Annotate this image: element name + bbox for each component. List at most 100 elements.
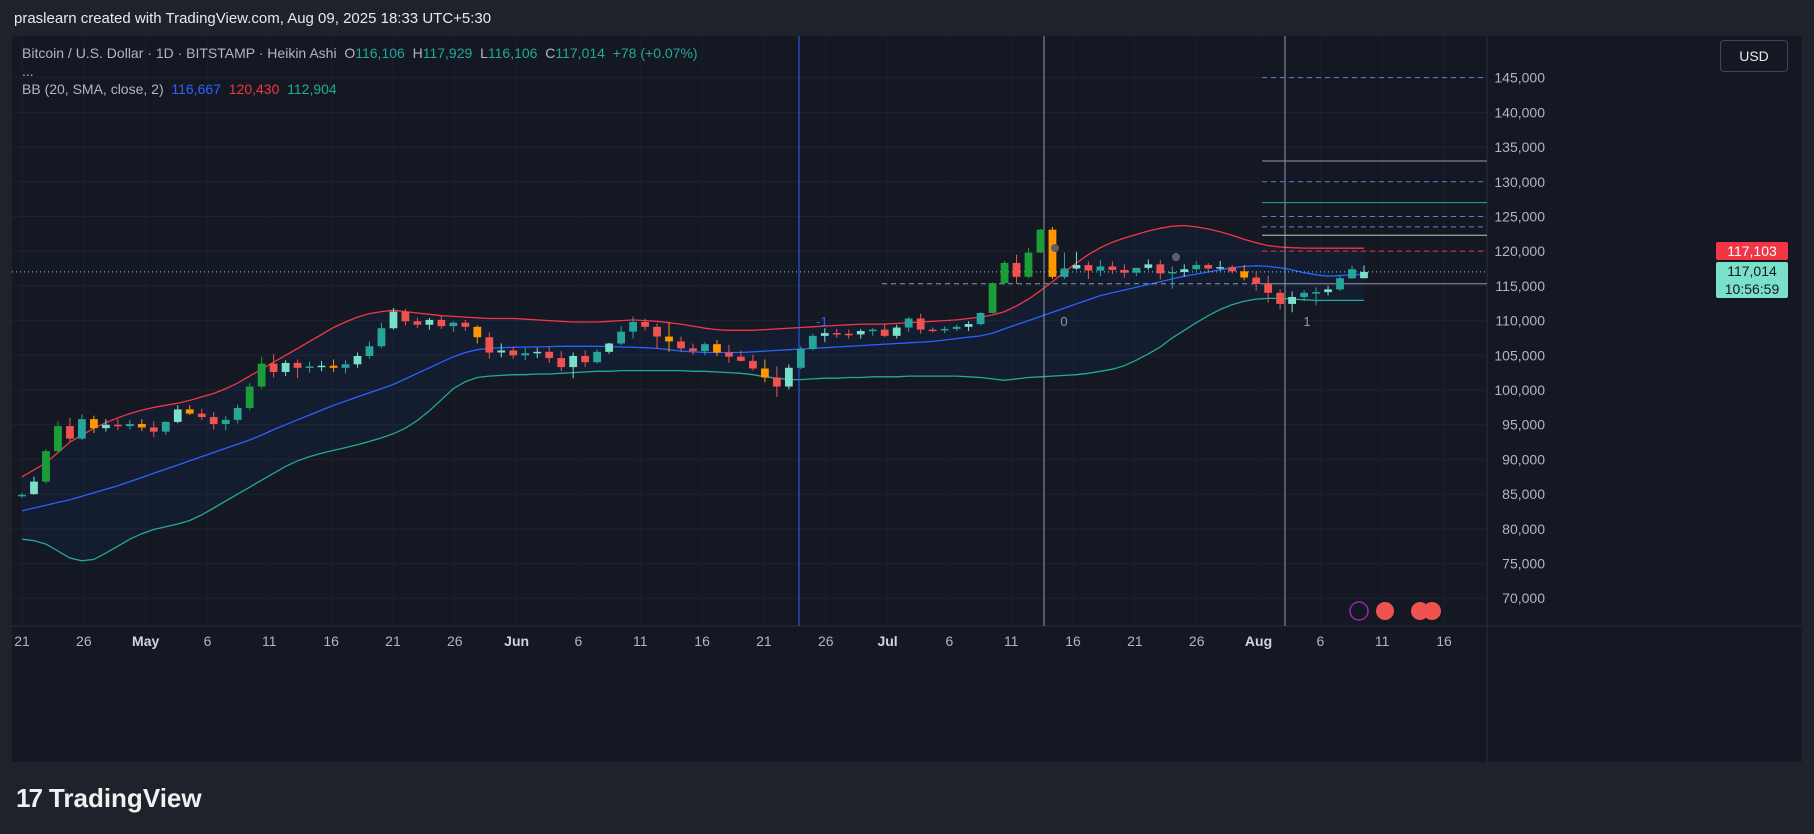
candle-body: [365, 346, 374, 356]
candle-body: [988, 283, 997, 313]
legend-bb-label[interactable]: BB (20, SMA, close, 2): [22, 81, 164, 97]
y-tick-label: 95,000: [1502, 417, 1545, 433]
candle-body: [617, 331, 626, 344]
y-tick-label: 75,000: [1502, 556, 1545, 572]
candle-body: [245, 386, 254, 409]
candle-body: [209, 417, 218, 425]
candle-body: [677, 341, 685, 349]
y-tick-label: 140,000: [1494, 104, 1545, 120]
candle-body: [1180, 269, 1189, 272]
legend-symbol[interactable]: Bitcoin / U.S. Dollar · 1D · BITSTAMP · …: [22, 45, 337, 61]
candle-body: [497, 350, 506, 353]
candle-body: [772, 377, 781, 387]
x-tick-label: 16: [1436, 633, 1452, 649]
event-marker-icon: [1051, 244, 1059, 252]
legend-high-label: H: [412, 45, 423, 61]
candle-body: [389, 311, 398, 329]
candle-body: [1168, 272, 1177, 274]
candle-body: [66, 426, 74, 439]
y-tick-label: 130,000: [1494, 174, 1545, 190]
candle-body: [1060, 268, 1069, 277]
y-tick-label: 100,000: [1494, 382, 1545, 398]
legend-symbol-row: Bitcoin / U.S. Dollar · 1D · BITSTAMP · …: [22, 44, 698, 62]
last-price-value: 117,014: [1727, 262, 1777, 279]
candle-body: [1108, 266, 1117, 270]
x-tick-label: 6: [1316, 633, 1324, 649]
x-tick-label: 11: [262, 633, 277, 649]
x-tick-label: Aug: [1245, 633, 1272, 649]
legend-close-label: C: [545, 45, 556, 61]
candle-body: [1036, 229, 1045, 253]
candle-body: [521, 353, 530, 356]
candle-body: [1300, 292, 1308, 297]
us-flag-event-icon: [1423, 602, 1441, 620]
candle-body: [257, 363, 266, 387]
candle-body: [1156, 264, 1165, 274]
legend-open-value: 116,106: [355, 45, 405, 61]
chart-panel[interactable]: 70,000 75,000 80,000 85,000 90,000 95,000 100,…: [12, 36, 1802, 762]
candle-body: [485, 337, 494, 353]
candle-body: [605, 343, 614, 352]
candle-body: [760, 368, 769, 378]
legend-change: +78 (+0.07%): [612, 45, 698, 61]
candle-body: [844, 333, 853, 336]
candle-body: [665, 336, 673, 342]
candle-body: [557, 358, 566, 368]
candle-body: [1024, 252, 1033, 277]
candle-body: [1084, 265, 1093, 271]
candle-body: [1000, 262, 1009, 284]
event-marker-icon: [1172, 253, 1180, 261]
candle-body: [1096, 266, 1105, 271]
x-tick-label: 26: [76, 633, 92, 649]
tradingview-logo[interactable]: 17 TradingView: [16, 783, 202, 814]
bb-upper-price-badge: 117,103: [1716, 242, 1788, 261]
candle-body: [1240, 271, 1249, 278]
candle-body: [1072, 265, 1081, 269]
x-tick-label: 11: [1375, 633, 1390, 649]
currency-button[interactable]: USD: [1720, 40, 1788, 72]
candle-body: [461, 322, 470, 327]
cycle-annotation: -1: [816, 314, 828, 329]
candle-body: [269, 363, 278, 372]
candle-body: [1348, 269, 1356, 279]
x-tick-label: 21: [756, 633, 772, 649]
legend-close-value: 117,014: [555, 45, 605, 61]
candle-body: [78, 419, 86, 439]
legend-bb-basis: 116,667: [171, 81, 221, 97]
lightning-event-icon: [1349, 601, 1369, 621]
candle-body: [593, 351, 602, 363]
price-chart[interactable]: 70,000 75,000 80,000 85,000 90,000 95,000 100,…: [12, 36, 1802, 762]
tradingview-logo-icon: 17: [16, 782, 43, 813]
bb-upper-line: [21, 224, 1364, 478]
legend-ellipsis[interactable]: ...: [22, 63, 34, 79]
bar-countdown: 10:56:59: [1724, 280, 1780, 297]
candle-body: [784, 367, 793, 387]
legend-bb-row: BB (20, SMA, close, 2) 116,667 120,430 1…: [22, 80, 698, 98]
candle-body: [629, 321, 637, 332]
y-tick-label: 90,000: [1502, 451, 1545, 467]
x-tick-label: 26: [1189, 633, 1205, 649]
x-tick-label: 26: [818, 633, 834, 649]
y-tick-label: 115,000: [1495, 278, 1545, 294]
cycle-annotation: 0: [1060, 314, 1067, 329]
y-tick-label: 105,000: [1494, 347, 1545, 363]
candle-body: [401, 311, 410, 322]
last-price-badge: 117,014 10:56:59: [1716, 261, 1788, 298]
candle-body: [149, 427, 158, 432]
candle-body: [113, 424, 122, 427]
candle-body: [916, 318, 925, 330]
x-tick-label: 11: [1004, 633, 1019, 649]
y-tick-label: 70,000: [1502, 590, 1545, 606]
bb-band-fill: [22, 225, 1364, 561]
y-tick-label: 80,000: [1502, 521, 1545, 537]
candle-body: [101, 424, 110, 429]
candle-body: [473, 326, 482, 338]
candle-body: [749, 360, 757, 369]
candle-body: [173, 409, 182, 422]
candle-body: [689, 348, 697, 352]
candle-body: [1264, 283, 1273, 293]
attribution-bar: praslearn created with TradingView.com, …: [0, 0, 1814, 36]
x-tick-label: 6: [204, 633, 212, 649]
candle-body: [233, 408, 242, 420]
candle-body: [221, 419, 230, 425]
